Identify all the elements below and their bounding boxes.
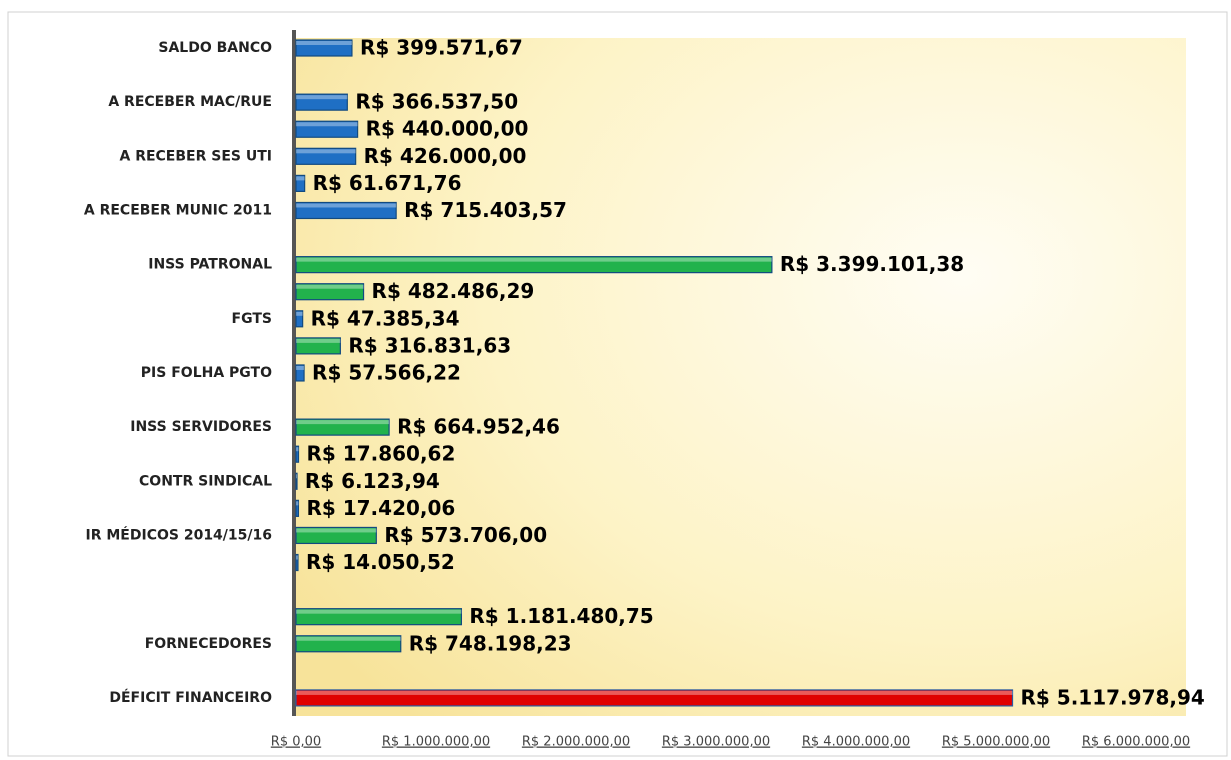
bar-highlight [296, 311, 303, 316]
value-label: R$ 482.486,29 [372, 279, 535, 303]
bar [295, 526, 377, 545]
y-tick-label: DÉFICIT FINANCEIRO [109, 689, 272, 706]
bar [295, 364, 305, 382]
x-tick-label: R$ 2.000.000,00 [522, 735, 630, 750]
bar-highlight [296, 41, 352, 45]
bar [295, 499, 300, 517]
value-label: R$ 14.050,52 [306, 550, 455, 574]
bar [295, 147, 357, 165]
y-tick-label: FGTS [232, 311, 272, 327]
value-label: R$ 440.000,00 [366, 117, 529, 141]
x-tick-label: R$ 3.000.000,00 [662, 735, 770, 750]
value-label: R$ 748.198,23 [409, 631, 572, 655]
value-label: R$ 426.000,00 [364, 144, 527, 168]
y-tick-label: SALDO BANCO [158, 40, 272, 56]
bar-highlight [296, 474, 297, 479]
bar [295, 201, 397, 220]
bar-highlight [296, 528, 377, 533]
value-label: R$ 316.831,63 [348, 333, 511, 357]
bar-highlight [296, 149, 356, 154]
value-label: R$ 399.571,67 [360, 36, 523, 60]
bar-highlight [296, 447, 299, 452]
y-tick-label: A RECEBER MUNIC 2011 [84, 202, 272, 218]
bar [295, 472, 298, 490]
bar-highlight [296, 95, 348, 100]
y-tick-label: CONTR SINDICAL [139, 473, 272, 489]
x-tick-label: R$ 0,00 [271, 735, 321, 750]
bar [295, 418, 390, 436]
y-tick-label: IR MÉDICOS 2014/15/16 [86, 526, 272, 543]
bar-highlight [296, 365, 305, 370]
bar [295, 174, 306, 192]
x-tick-label: R$ 1.000.000,00 [382, 735, 490, 750]
value-label: R$ 6.123,94 [305, 469, 440, 493]
bar-highlight [296, 501, 299, 506]
y-tick-label: INSS PATRONAL [148, 257, 272, 273]
bar [295, 93, 348, 111]
bar [295, 553, 299, 572]
value-label: R$ 664.952,46 [397, 415, 560, 439]
value-label: R$ 3.399.101,38 [780, 252, 964, 276]
y-tick-label: A RECEBER MAC/RUE [108, 94, 272, 110]
bar-highlight [296, 203, 397, 208]
bar [295, 337, 341, 355]
value-label: R$ 17.860,62 [307, 442, 456, 466]
bar-highlight [296, 420, 390, 425]
value-label: R$ 366.537,50 [355, 90, 518, 114]
bar [295, 445, 300, 463]
bar-highlight [296, 338, 341, 343]
value-label: R$ 57.566,22 [312, 360, 461, 384]
bar-highlight [296, 609, 462, 614]
y-tick-label: INSS SERVIDORES [130, 419, 272, 435]
bar [295, 120, 359, 138]
y-tick-label: PIS FOLHA PGTO [141, 365, 272, 381]
value-label: R$ 1.181.480,75 [469, 604, 653, 628]
bar [295, 39, 353, 57]
y-tick-label: A RECEBER SES UTI [119, 148, 272, 164]
value-label: R$ 715.403,57 [404, 198, 567, 222]
x-tick-label: R$ 4.000.000,00 [802, 735, 910, 750]
bar [295, 283, 365, 301]
plot-area [296, 38, 1186, 716]
bar-highlight [296, 555, 298, 560]
bar-highlight [296, 176, 305, 181]
y-tick-label: FORNECEDORES [145, 636, 272, 652]
bar-highlight [296, 257, 772, 262]
x-tick-label: R$ 5.000.000,00 [942, 735, 1050, 750]
bar [295, 689, 1014, 707]
value-label: R$ 61.671,76 [313, 171, 462, 195]
bar-highlight [296, 122, 358, 127]
bar [295, 635, 402, 653]
value-label: R$ 17.420,06 [306, 496, 455, 520]
value-label: R$ 573.706,00 [384, 523, 547, 547]
bar-highlight [296, 636, 401, 641]
bar [295, 310, 304, 328]
bar-highlight [296, 690, 1013, 695]
bar [295, 608, 463, 626]
x-tick-label: R$ 6.000.000,00 [1082, 735, 1190, 750]
value-label: R$ 47.385,34 [311, 306, 460, 330]
value-label: R$ 5.117.978,94 [1021, 685, 1205, 709]
bar [295, 256, 773, 274]
bar-highlight [296, 284, 364, 289]
